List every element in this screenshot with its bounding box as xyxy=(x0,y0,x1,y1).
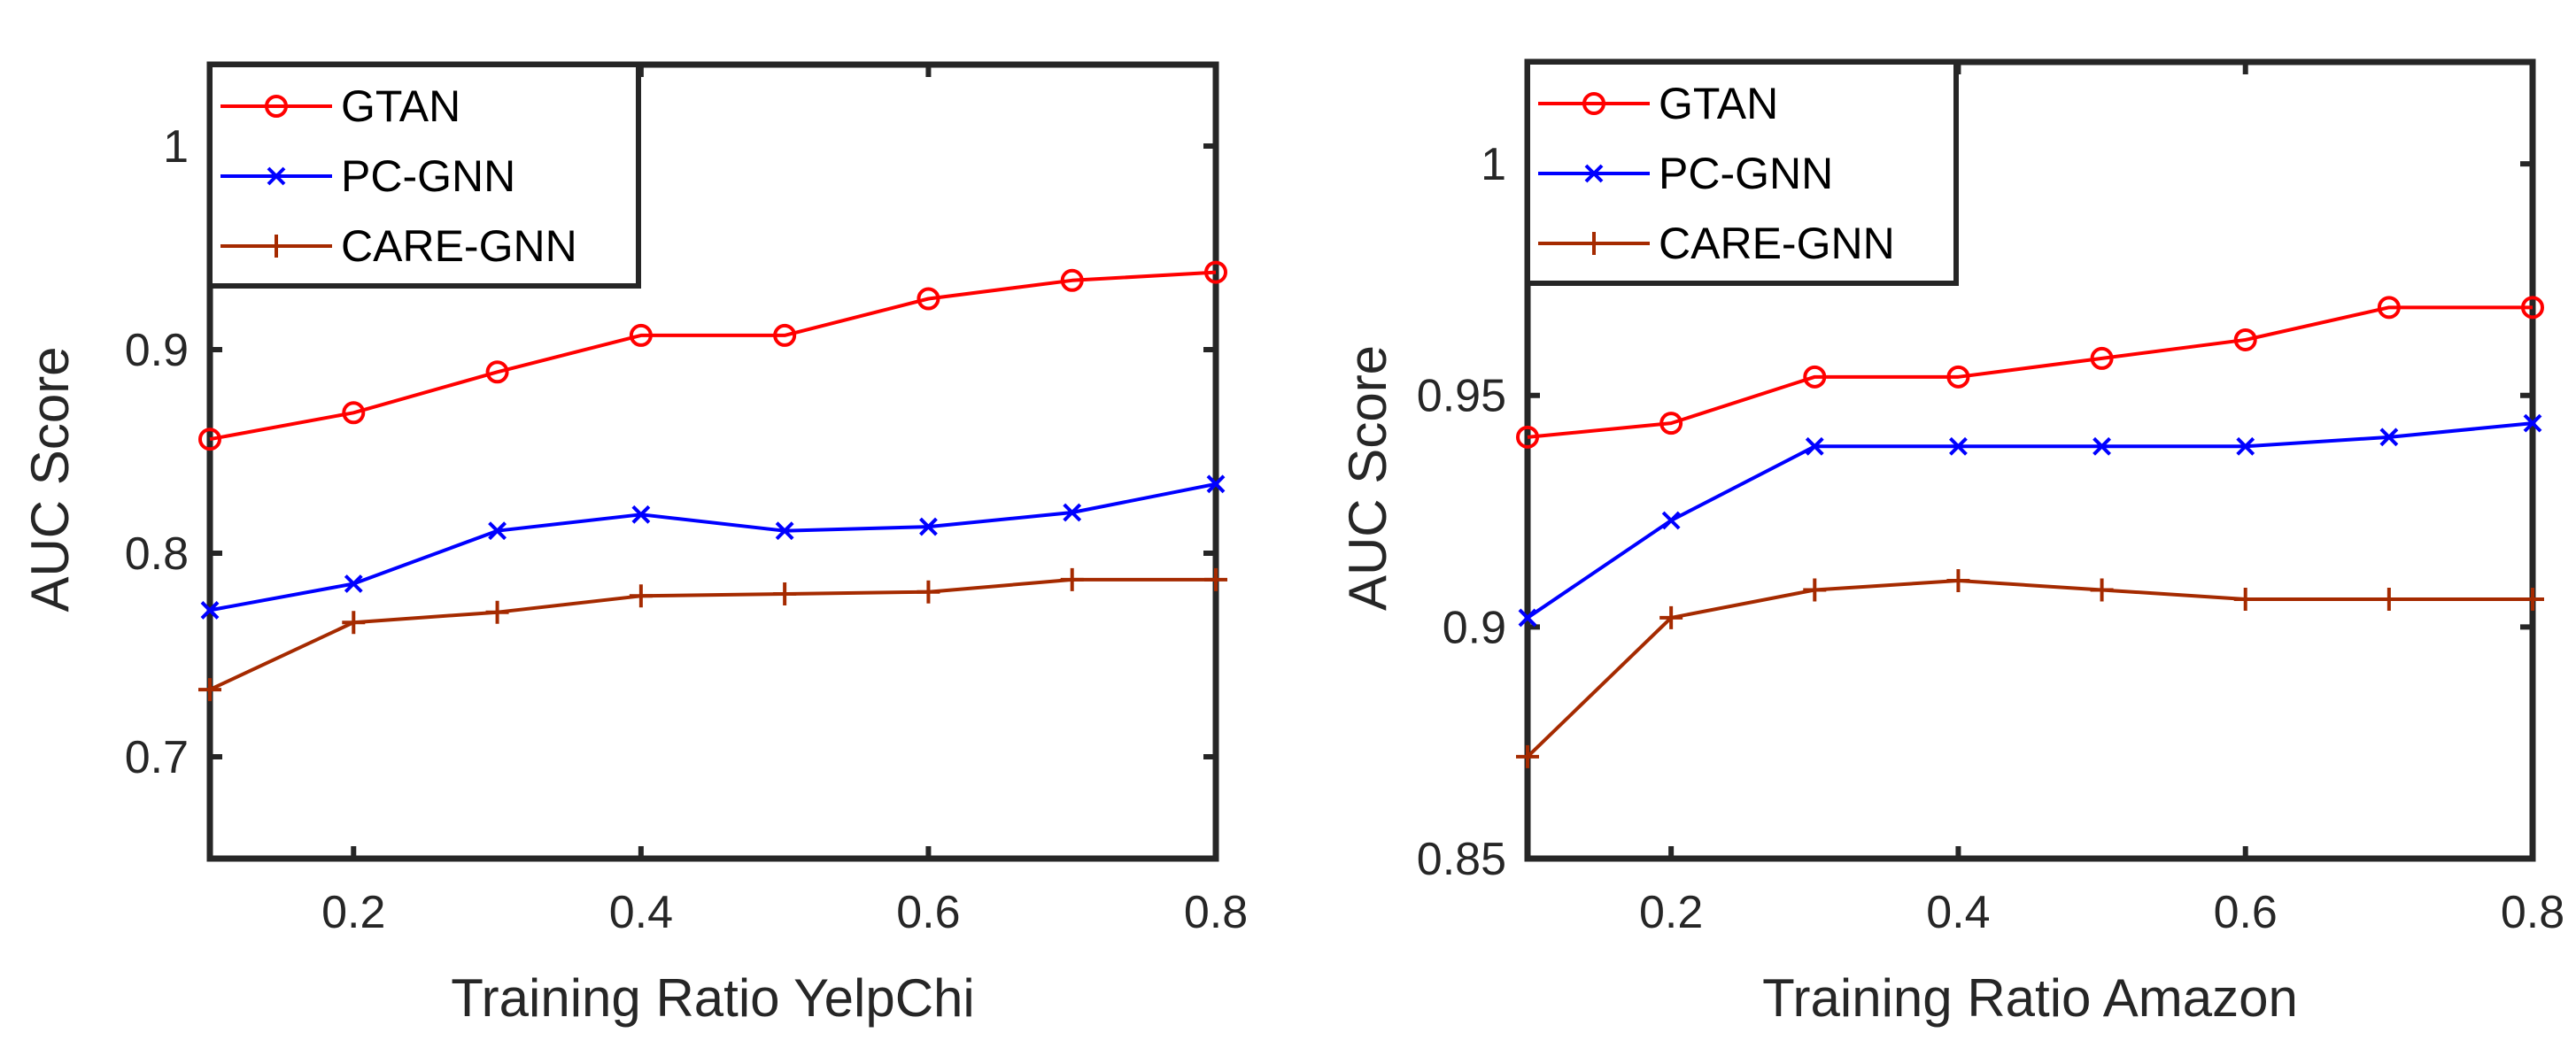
series-line-care-gnn xyxy=(1526,579,2533,759)
data-point-care-gnn xyxy=(2521,587,2544,611)
data-point-gtan xyxy=(1516,425,1539,449)
data-point-pc-gnn xyxy=(2523,413,2542,433)
y-axis-title: AUC Score xyxy=(20,346,80,612)
data-point-gtan xyxy=(2377,296,2401,320)
x-tick-label: 0.8 xyxy=(1184,887,1248,938)
data-point-pc-gnn xyxy=(631,505,651,524)
series-gtan xyxy=(198,260,1227,451)
data-point-care-gnn xyxy=(2090,578,2114,602)
data-point-care-gnn xyxy=(917,580,940,604)
data-point-pc-gnn xyxy=(1661,511,1681,530)
data-point-gtan xyxy=(2090,346,2114,370)
y-tick-label: 0.9 xyxy=(125,325,189,376)
data-point-pc-gnn xyxy=(1063,503,1082,522)
data-point-care-gnn xyxy=(485,600,509,624)
legend-label-care-gnn: CARE-GNN xyxy=(341,221,577,271)
chart-1: 0.2 0.4 0.6 0.8 0.7 0.8 0.9 1 Training Ratio Yel… xyxy=(20,61,1248,1028)
data-point-care-gnn xyxy=(1659,605,1683,629)
data-point-pc-gnn xyxy=(775,521,794,541)
data-point-gtan xyxy=(629,323,653,347)
data-point-pc-gnn xyxy=(2093,436,2111,456)
legend-marker-gtan xyxy=(1582,92,1605,115)
data-point-gtan xyxy=(485,360,509,384)
data-point-pc-gnn xyxy=(2236,436,2255,456)
legend-label-pc-gnn: PC-GNN xyxy=(1659,149,1833,198)
y-tick-label: 0.85 xyxy=(1417,834,1506,885)
data-point-gtan xyxy=(1204,260,1227,284)
series-pc-gnn xyxy=(1518,413,2542,628)
data-point-gtan xyxy=(2233,328,2257,351)
data-point-pc-gnn xyxy=(919,517,938,536)
data-point-care-gnn xyxy=(1060,567,1084,591)
legend: GTAN PC-GNN CARE-GNN xyxy=(207,62,641,289)
legend-marker-gtan xyxy=(265,95,288,118)
data-point-pc-gnn xyxy=(344,574,363,593)
data-point-care-gnn xyxy=(1803,578,1827,602)
series-line-pc-gnn xyxy=(1526,421,2533,620)
legend-label-care-gnn: CARE-GNN xyxy=(1659,219,1895,268)
legend: GTAN PC-GNN CARE-GNN xyxy=(1525,59,1959,286)
data-point-care-gnn xyxy=(629,584,653,608)
plot-frame xyxy=(206,61,1219,862)
data-point-care-gnn xyxy=(2377,587,2401,611)
legend-label-gtan: GTAN xyxy=(1659,79,1778,128)
data-point-pc-gnn xyxy=(488,521,507,541)
data-point-gtan xyxy=(198,428,221,451)
data-point-care-gnn xyxy=(773,582,797,605)
legend-marker-pc-gnn xyxy=(1584,164,1604,183)
y-tick-label: 0.95 xyxy=(1417,371,1506,422)
y-axis-title: AUC Score xyxy=(1338,345,1397,611)
x-tick-label: 0.2 xyxy=(1639,887,1703,938)
y-tick-label: 1 xyxy=(163,121,189,173)
data-point-gtan xyxy=(773,323,797,347)
y-tick-label: 0.8 xyxy=(125,528,189,580)
data-point-care-gnn xyxy=(342,611,366,635)
series-pc-gnn xyxy=(200,474,1226,620)
series-line-gtan xyxy=(1527,305,2533,439)
data-point-care-gnn xyxy=(1516,744,1539,768)
series-care-gnn xyxy=(198,567,1227,702)
data-point-pc-gnn xyxy=(1206,474,1226,494)
x-tick-label: 0.4 xyxy=(1926,887,1990,938)
legend-marker-pc-gnn xyxy=(267,166,286,186)
data-point-pc-gnn xyxy=(200,600,220,620)
data-point-gtan xyxy=(1060,268,1084,292)
data-point-care-gnn xyxy=(198,678,221,702)
data-point-pc-gnn xyxy=(1518,608,1537,628)
legend-label-gtan: GTAN xyxy=(341,81,460,131)
legend-marker-care-gnn xyxy=(265,235,288,258)
x-axis-title: Training Ratio YelpChi xyxy=(451,968,974,1028)
data-point-care-gnn xyxy=(1204,567,1227,591)
y-tick-label: 1 xyxy=(1481,139,1506,190)
data-point-care-gnn xyxy=(1946,569,1970,593)
series-line-care-gnn xyxy=(209,577,1216,691)
data-point-gtan xyxy=(1803,365,1827,389)
data-point-pc-gnn xyxy=(1949,436,1968,456)
series-gtan xyxy=(1516,296,2544,449)
x-tick-label: 0.6 xyxy=(2214,887,2278,938)
y-tick-label: 0.9 xyxy=(1443,602,1506,653)
data-point-gtan xyxy=(917,287,940,311)
series-line-pc-gnn xyxy=(209,482,1217,613)
legend-label-pc-gnn: PC-GNN xyxy=(341,151,515,201)
x-tick-label: 0.2 xyxy=(321,887,385,938)
data-point-gtan xyxy=(342,401,366,425)
data-point-gtan xyxy=(1946,365,1970,389)
y-tick-label: 0.7 xyxy=(125,732,189,783)
series-care-gnn xyxy=(1516,569,2544,768)
data-point-gtan xyxy=(1659,412,1683,435)
plot-frame xyxy=(1524,58,2536,862)
chart-2: 0.2 0.4 0.6 0.8 0.85 0.9 0.95 1 Training Ratio A… xyxy=(1338,58,2564,1028)
x-tick-label: 0.6 xyxy=(896,887,960,938)
x-tick-label: 0.8 xyxy=(2501,887,2564,938)
data-point-gtan xyxy=(2521,296,2544,320)
legend-marker-care-gnn xyxy=(1582,232,1605,255)
data-point-pc-gnn xyxy=(2379,428,2399,447)
series-line-gtan xyxy=(209,270,1217,442)
data-point-pc-gnn xyxy=(1805,436,1824,456)
data-point-care-gnn xyxy=(2233,587,2257,611)
x-tick-label: 0.4 xyxy=(609,887,673,938)
x-axis-title: Training Ratio Amazon xyxy=(1762,968,2298,1028)
